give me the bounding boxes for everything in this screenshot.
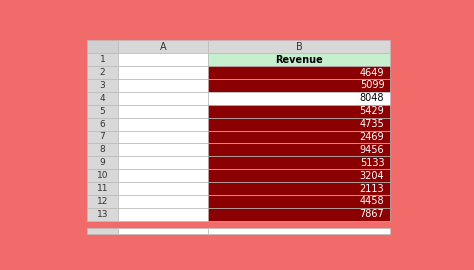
Bar — [87, 130, 118, 143]
Text: 4735: 4735 — [360, 119, 384, 129]
Bar — [118, 169, 208, 182]
Bar — [208, 92, 390, 105]
Text: 2469: 2469 — [360, 132, 384, 142]
Text: 9: 9 — [100, 158, 105, 167]
Bar — [208, 53, 390, 66]
Text: 4458: 4458 — [360, 196, 384, 207]
Bar — [87, 182, 118, 195]
Text: 5099: 5099 — [360, 80, 384, 90]
Bar — [118, 92, 208, 105]
Text: 11: 11 — [97, 184, 108, 193]
Bar — [87, 169, 118, 182]
Bar — [208, 130, 390, 143]
Bar — [87, 195, 118, 208]
Text: 9456: 9456 — [360, 145, 384, 155]
Bar — [118, 156, 208, 169]
Bar — [87, 156, 118, 169]
Bar — [208, 195, 390, 208]
Bar — [87, 118, 118, 130]
Bar — [208, 228, 390, 234]
Bar — [208, 156, 390, 169]
Text: 6: 6 — [100, 120, 105, 129]
Bar — [208, 66, 390, 79]
Text: 7867: 7867 — [360, 209, 384, 219]
Bar — [87, 79, 118, 92]
Bar — [118, 228, 208, 234]
Text: 4649: 4649 — [360, 68, 384, 77]
Bar — [87, 143, 118, 156]
Bar — [87, 40, 118, 53]
Bar — [208, 118, 390, 130]
Text: 8048: 8048 — [360, 93, 384, 103]
Text: 5429: 5429 — [360, 106, 384, 116]
Bar — [118, 143, 208, 156]
Text: B: B — [296, 42, 302, 52]
Text: 4: 4 — [100, 94, 105, 103]
Bar — [118, 208, 208, 221]
Bar — [208, 169, 390, 182]
Bar — [118, 105, 208, 118]
Text: 13: 13 — [97, 210, 108, 219]
Bar — [208, 182, 390, 195]
Bar — [118, 118, 208, 130]
Bar — [87, 208, 118, 221]
Bar — [118, 79, 208, 92]
Bar — [118, 182, 208, 195]
Text: 12: 12 — [97, 197, 108, 206]
Text: A: A — [160, 42, 166, 52]
Bar — [118, 195, 208, 208]
Bar — [87, 105, 118, 118]
Text: 10: 10 — [97, 171, 108, 180]
Bar — [208, 208, 390, 221]
Text: 2: 2 — [100, 68, 105, 77]
Text: 5: 5 — [100, 107, 105, 116]
Text: 8: 8 — [100, 145, 105, 154]
Bar — [118, 130, 208, 143]
Bar — [87, 53, 118, 66]
Bar — [87, 92, 118, 105]
Bar — [87, 66, 118, 79]
Bar — [87, 228, 118, 234]
Text: 5133: 5133 — [360, 158, 384, 168]
Bar — [208, 105, 390, 118]
Text: 3204: 3204 — [360, 171, 384, 181]
Bar — [118, 40, 208, 53]
Text: 2113: 2113 — [360, 184, 384, 194]
Bar — [208, 79, 390, 92]
Text: 7: 7 — [100, 133, 105, 141]
Text: 3: 3 — [100, 81, 105, 90]
Bar — [118, 66, 208, 79]
Bar — [118, 53, 208, 66]
Bar — [208, 143, 390, 156]
Text: 1: 1 — [100, 55, 105, 64]
Text: Revenue: Revenue — [275, 55, 323, 65]
Bar — [208, 40, 390, 53]
